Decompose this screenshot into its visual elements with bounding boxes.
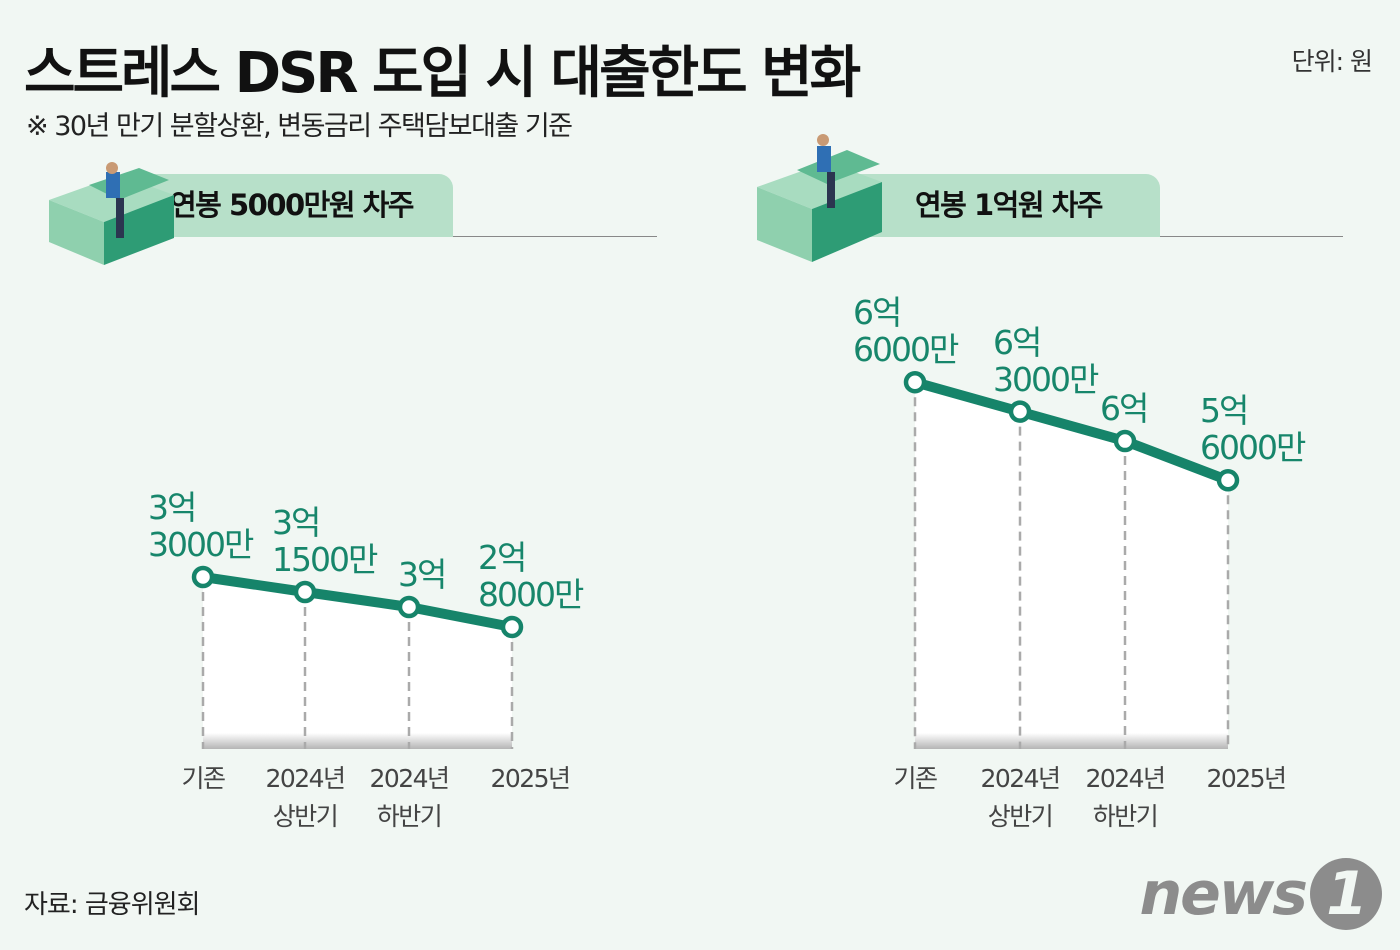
chart-area-fill xyxy=(915,382,1228,745)
data-label: 5억 6000만 xyxy=(1200,391,1306,468)
money-stack-icon xyxy=(757,134,882,262)
series-line xyxy=(913,377,1230,485)
x-tick-label: 2024년 하반기 xyxy=(369,764,450,831)
page-title: 스트레스 DSR 도입 시 대출한도 변화 xyxy=(24,41,861,106)
data-label: 6억 3000만 xyxy=(993,322,1099,399)
news1-logo: news 1 xyxy=(1139,858,1382,930)
source-note: 자료: 금융위원회 xyxy=(24,890,200,920)
data-label: 3억 3000만 xyxy=(148,488,254,564)
money-stack-icon xyxy=(49,162,174,265)
divider xyxy=(453,236,657,237)
data-point-1 xyxy=(293,580,317,604)
chart-area-fill xyxy=(203,577,512,745)
chart-1-title: 연봉 5000만원 차주 xyxy=(130,174,453,237)
data-point-1 xyxy=(1008,400,1032,423)
unit-label: 단위: 원 xyxy=(1291,47,1373,76)
x-tick-label: 기존 xyxy=(181,764,226,793)
data-label: 2억 8000만 xyxy=(478,538,584,614)
subtitle: ※ 30년 만기 분할상환, 변동금리 주택담보대출 기준 xyxy=(26,111,573,142)
chart-baseline xyxy=(915,733,1228,749)
x-tick-label: 2024년 하반기 xyxy=(1085,764,1166,831)
series-line xyxy=(202,572,513,632)
x-tick-label: 2025년 xyxy=(490,764,571,793)
x-tick-label: 2024년 상반기 xyxy=(980,764,1061,831)
x-tick-label: 2025년 xyxy=(1206,764,1287,793)
chart-2-title: 연봉 1억원 차주 xyxy=(830,174,1160,237)
data-label: 3억 xyxy=(398,555,447,594)
x-tick-label: 2024년 상반기 xyxy=(265,764,346,831)
data-point-2 xyxy=(1113,429,1137,453)
x-tick-label: 기존 xyxy=(893,764,938,793)
data-label: 3억 1500만 xyxy=(272,503,378,579)
data-point-0 xyxy=(903,370,927,394)
divider xyxy=(1160,236,1343,237)
data-label: 6억 xyxy=(1100,389,1149,429)
data-point-3 xyxy=(500,615,524,639)
data-point-0 xyxy=(191,565,215,589)
chart-baseline xyxy=(203,733,512,749)
data-label: 6억 6000만 xyxy=(853,293,959,370)
data-point-2 xyxy=(397,595,421,619)
data-point-3 xyxy=(1216,469,1240,492)
